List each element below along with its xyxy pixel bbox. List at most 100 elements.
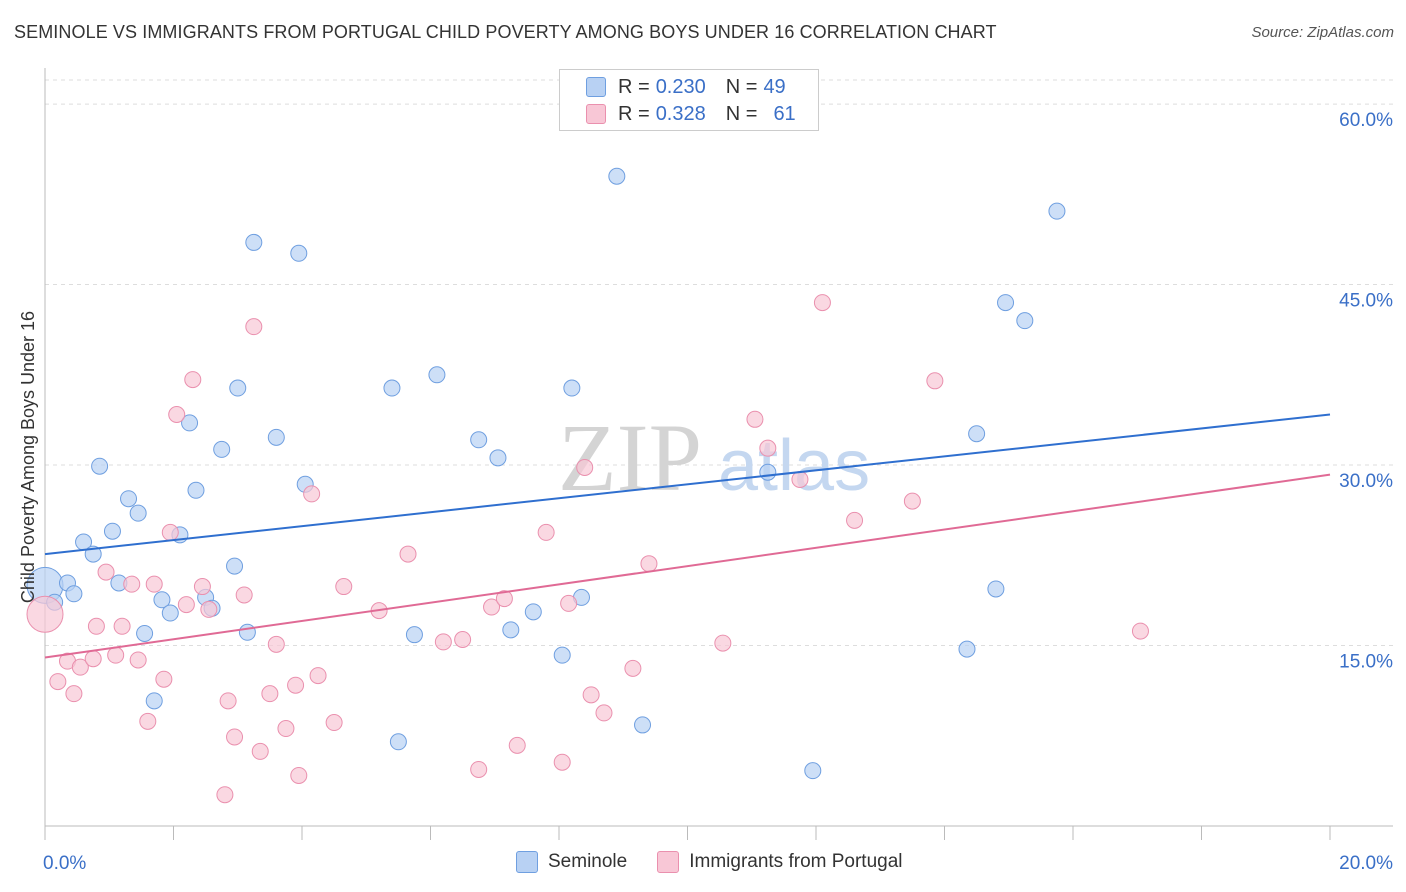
portugal-point (113, 617, 131, 635)
seminole-point (181, 414, 199, 432)
portugal-point (926, 372, 944, 390)
portugal-point (508, 736, 526, 754)
seminole-point (563, 379, 581, 397)
legend-row-seminole: R = 0.230 N = 49 (586, 75, 786, 99)
tick-labels: 15.0% 30.0% 45.0% 60.0% 0.0% 20.0% (43, 110, 1393, 874)
seminole-point (804, 762, 822, 780)
portugal-point (235, 586, 253, 604)
portugal-point (791, 470, 809, 488)
axes (44, 68, 1393, 840)
portugal-point (177, 596, 195, 614)
seminole-point (383, 379, 401, 397)
portugal-swatch (586, 104, 606, 124)
seminole-point (129, 504, 147, 522)
seminole-point (91, 457, 109, 475)
source-label: Source: ZipAtlas.com (1251, 24, 1394, 41)
seminole-point (65, 585, 83, 603)
portugal-point (97, 563, 115, 581)
bottom-legend-portugal: Immigrants from Portugal (657, 851, 903, 873)
bottom-legend-label: Seminole (548, 851, 628, 872)
legend-r-value: 0.230 (655, 75, 706, 98)
portugal-trend-line (44, 473, 1331, 659)
portugal-point (903, 492, 921, 510)
stats-legend: R = 0.230 N = 49 R = 0.328 N = 61 (559, 69, 819, 131)
portugal-point (714, 634, 732, 652)
portugal-point (184, 371, 202, 389)
portugal-point (1131, 622, 1149, 640)
seminole-point (608, 167, 626, 185)
portugal-point (287, 676, 305, 694)
portugal-point (537, 523, 555, 541)
seminole-trend-line (44, 413, 1331, 556)
portugal-point (161, 523, 179, 541)
portugal-point (71, 658, 89, 676)
portugal-point (84, 650, 102, 668)
y-tick-label: 60.0% (1339, 110, 1393, 131)
portugal-point (624, 659, 642, 677)
seminole-point (470, 431, 488, 449)
seminole-point (997, 294, 1015, 312)
seminole-point (987, 580, 1005, 598)
seminole-point (145, 692, 163, 710)
y-axis-title: Child Poverty Among Boys Under 16 (18, 311, 38, 603)
portugal-point (483, 598, 501, 616)
portugal-point (560, 594, 578, 612)
portugal-point (309, 667, 327, 685)
y-tick-label: 15.0% (1339, 652, 1393, 673)
y-tick-label: 45.0% (1339, 291, 1393, 312)
portugal-point (399, 545, 417, 563)
y-tick-label: 30.0% (1339, 471, 1393, 492)
seminole-point (245, 233, 263, 251)
legend-r-value: 0.328 (655, 102, 706, 125)
portugal-point (107, 646, 125, 664)
seminole-point (389, 733, 407, 751)
seminole-point (238, 623, 256, 641)
seminole-point (187, 481, 205, 499)
portugal-point (129, 651, 147, 669)
portugal-point (87, 617, 105, 635)
seminole-point (161, 604, 179, 622)
portugal-point (145, 575, 163, 593)
seminole-point (136, 624, 154, 642)
portugal-point (813, 294, 831, 312)
portugal-point (746, 410, 764, 428)
bottom-legend-seminole: Seminole (516, 851, 627, 873)
portugal-point (582, 686, 600, 704)
portugal-point (846, 511, 864, 529)
seminole-point (489, 449, 507, 467)
seminole-point (958, 640, 976, 658)
seminole-point (634, 716, 652, 734)
portugal-point (434, 633, 452, 651)
portugal-point (454, 631, 472, 648)
legend-n-label: N = (725, 75, 758, 98)
legend-n-value: 49 (763, 75, 786, 98)
portugal-point (245, 318, 263, 336)
bottom-legend-label: Immigrants from Portugal (689, 851, 903, 872)
x-tick-label: 20.0% (1339, 853, 1393, 874)
legend-r-label: R = (618, 102, 650, 125)
portugal-point (49, 673, 67, 691)
x-tick-label: 0.0% (43, 853, 86, 874)
seminole-point (267, 428, 285, 446)
seminole-point (428, 366, 446, 384)
portugal-point (219, 692, 237, 710)
seminole-point (153, 591, 171, 609)
seminole-point (405, 626, 423, 644)
portugal-point (200, 600, 218, 618)
seminole-point (759, 463, 777, 481)
portugal-point (267, 635, 285, 653)
seminole-point (213, 440, 231, 458)
portugal-point (576, 458, 594, 476)
portugal-point (495, 590, 513, 608)
watermark-atlas: atlas (718, 426, 870, 506)
seminole-point (1016, 312, 1034, 330)
chart-title: SEMINOLE VS IMMIGRANTS FROM PORTUGAL CHI… (14, 22, 997, 42)
seminole-point (502, 621, 520, 639)
seminole-point (1048, 202, 1066, 220)
portugal-point (335, 578, 353, 596)
portugal-point (553, 753, 571, 771)
portugal-point (168, 405, 186, 423)
trend-lines (44, 413, 1331, 659)
portugal-point (251, 742, 269, 760)
legend-n-value: 61 (773, 102, 796, 125)
